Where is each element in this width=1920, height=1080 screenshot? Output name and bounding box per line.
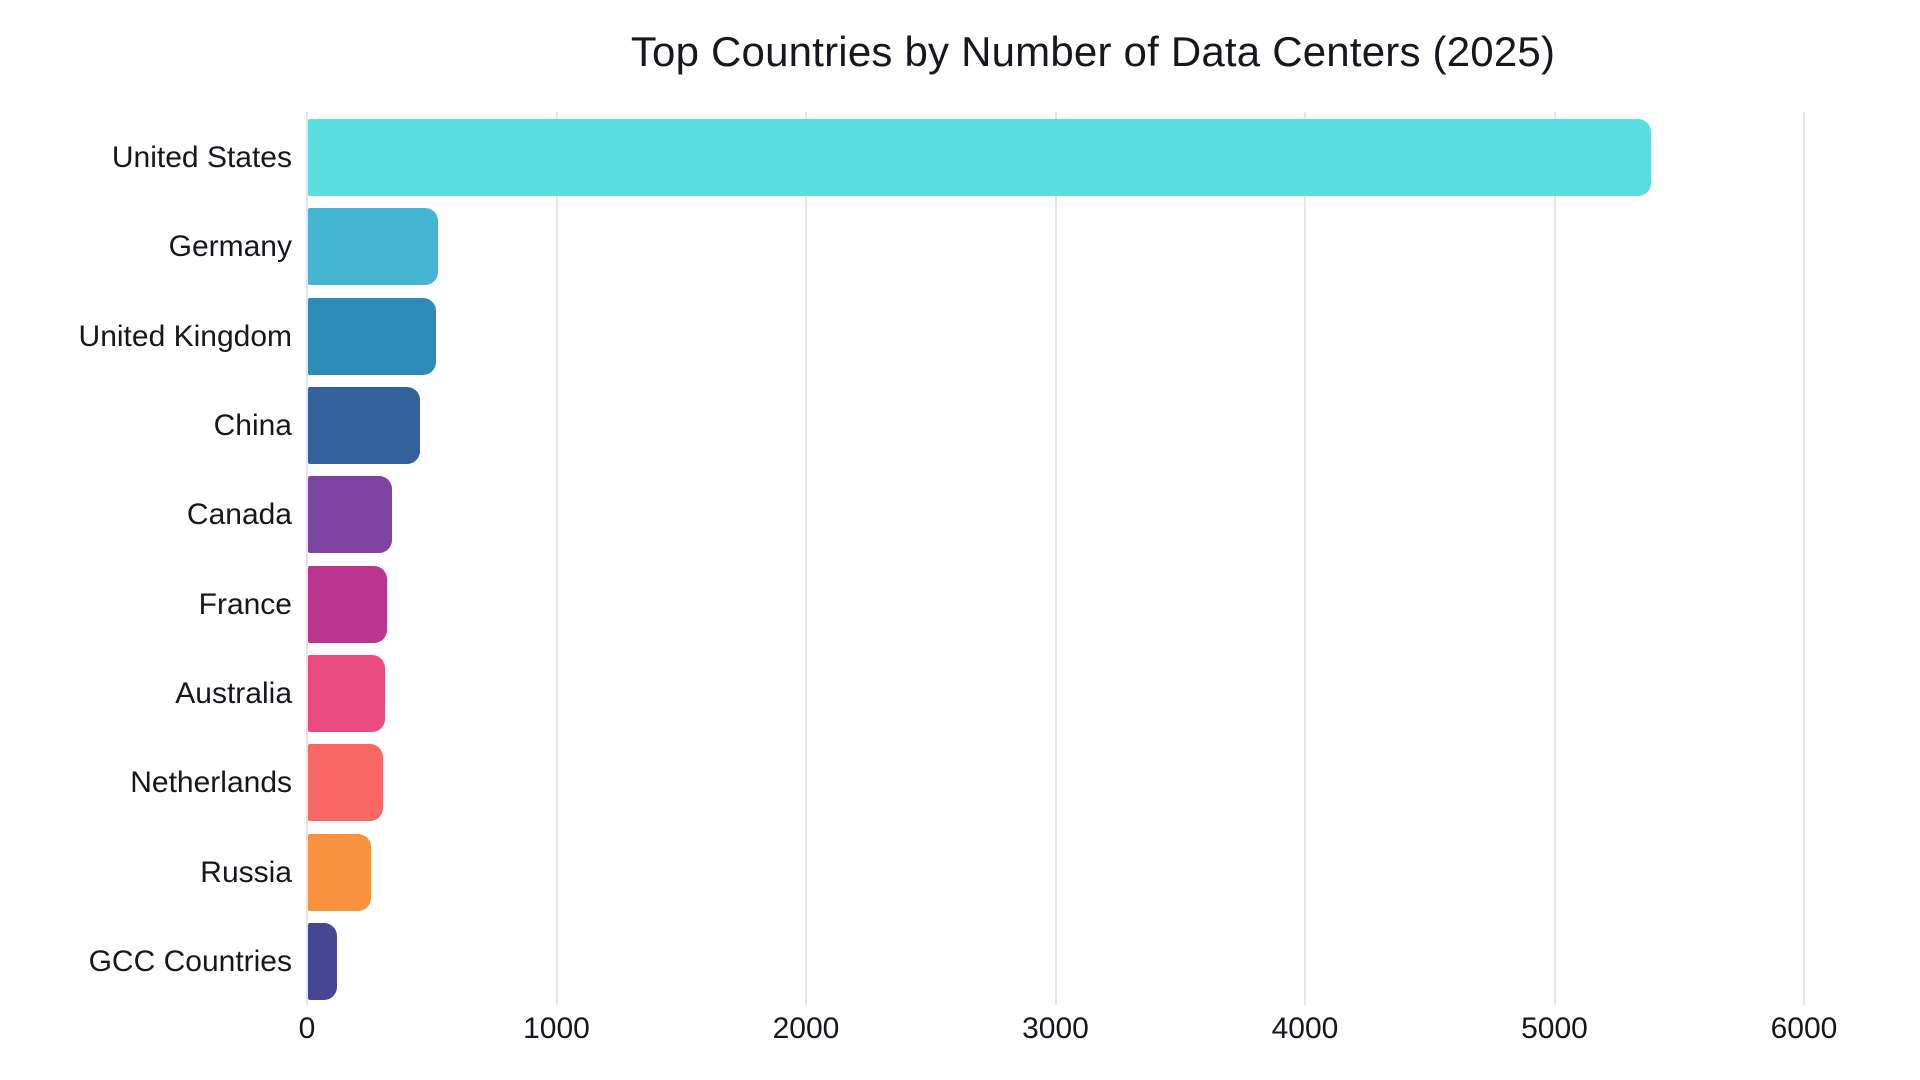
x-tick-label: 4000: [1271, 1012, 1339, 1045]
y-axis-category-label: Canada: [186, 498, 292, 532]
bar: [308, 565, 387, 643]
x-gridline: [306, 112, 308, 1005]
x-gridline: [1054, 112, 1057, 1005]
bar: [308, 655, 385, 732]
bar: [308, 387, 421, 464]
y-axis-category-label: GCC Countries: [88, 945, 292, 978]
x-gridline: [1304, 112, 1306, 1005]
x-gridline: [1803, 112, 1805, 1005]
x-tick-label: 5000: [1521, 1012, 1588, 1045]
bar: [308, 923, 337, 1000]
y-axis-category-label: China: [213, 409, 292, 442]
bar: [308, 208, 438, 286]
bar: [308, 297, 437, 375]
y-axis-category-label: Russia: [200, 855, 292, 889]
bar: [308, 744, 383, 822]
x-gridline: [1553, 112, 1556, 1005]
y-axis-category-label: United States: [111, 141, 292, 174]
y-axis-category-label: France: [198, 587, 292, 621]
x-tick-label: 3000: [1022, 1012, 1089, 1045]
y-axis-category-label: Germany: [168, 230, 292, 264]
x-tick-label: 1000: [523, 1012, 590, 1045]
x-tick-label: 6000: [1770, 1012, 1838, 1045]
y-axis-category-label: United Kingdom: [78, 319, 292, 353]
bar: [308, 476, 392, 554]
bar: [308, 119, 1651, 196]
x-tick-label: 2000: [772, 1012, 840, 1045]
bar: [308, 833, 371, 911]
chart-title: Top Countries by Number of Data Centers …: [630, 28, 1556, 75]
x-gridline: [555, 112, 558, 1005]
x-tick-label: 0: [298, 1012, 316, 1045]
x-gridline: [805, 112, 807, 1005]
y-axis-category-label: Netherlands: [130, 766, 292, 800]
y-axis-category-label: Australia: [175, 677, 292, 710]
